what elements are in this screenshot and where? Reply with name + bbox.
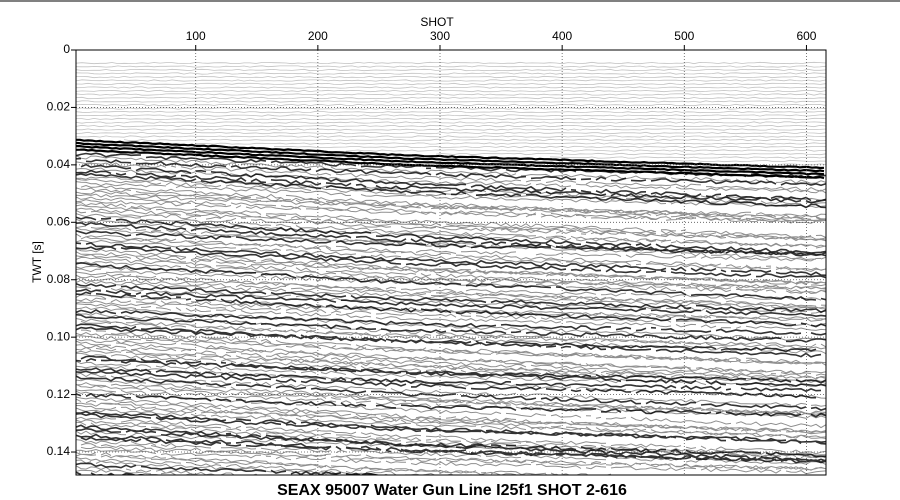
y-tick-label: 0.10 (47, 329, 71, 343)
x-tick-label: 100 (186, 29, 206, 43)
x-axis-label: SHOT (420, 15, 454, 29)
water-column (76, 61, 826, 166)
sediment-reflectors (76, 152, 826, 475)
y-tick-label: 0.04 (47, 157, 71, 171)
seafloor-reflector (76, 141, 825, 173)
y-tick-label: 0.06 (47, 214, 71, 228)
seafloor-reflector (76, 148, 825, 180)
y-tick-label: 0 (63, 42, 70, 56)
x-tick-label: 600 (796, 29, 816, 43)
seafloor-reflector (76, 138, 825, 170)
x-tick-label: 200 (308, 29, 328, 43)
y-axis-label: TWT [s] (30, 241, 44, 283)
seismic-section (76, 61, 826, 475)
x-tick-label: 300 (430, 29, 450, 43)
plot-frame (75, 49, 827, 476)
axes: 100 200 300 400 500 600 0 0.02 0.04 0.06 0.08 0.10 0… (47, 29, 827, 476)
sediment-texture (76, 155, 826, 475)
seafloor-reflector (76, 145, 825, 176)
y-tick-label: 0.14 (47, 444, 71, 458)
x-tick-label: 500 (674, 29, 694, 43)
y-tick-label: 0.12 (47, 387, 71, 401)
y-tick-label: 0.02 (47, 100, 71, 114)
y-tick-label: 0.08 (47, 272, 71, 286)
x-tick-label: 400 (552, 29, 572, 43)
chart-title: SEAX 95007 Water Gun Line I25f1 SHOT 2-6… (277, 482, 627, 499)
